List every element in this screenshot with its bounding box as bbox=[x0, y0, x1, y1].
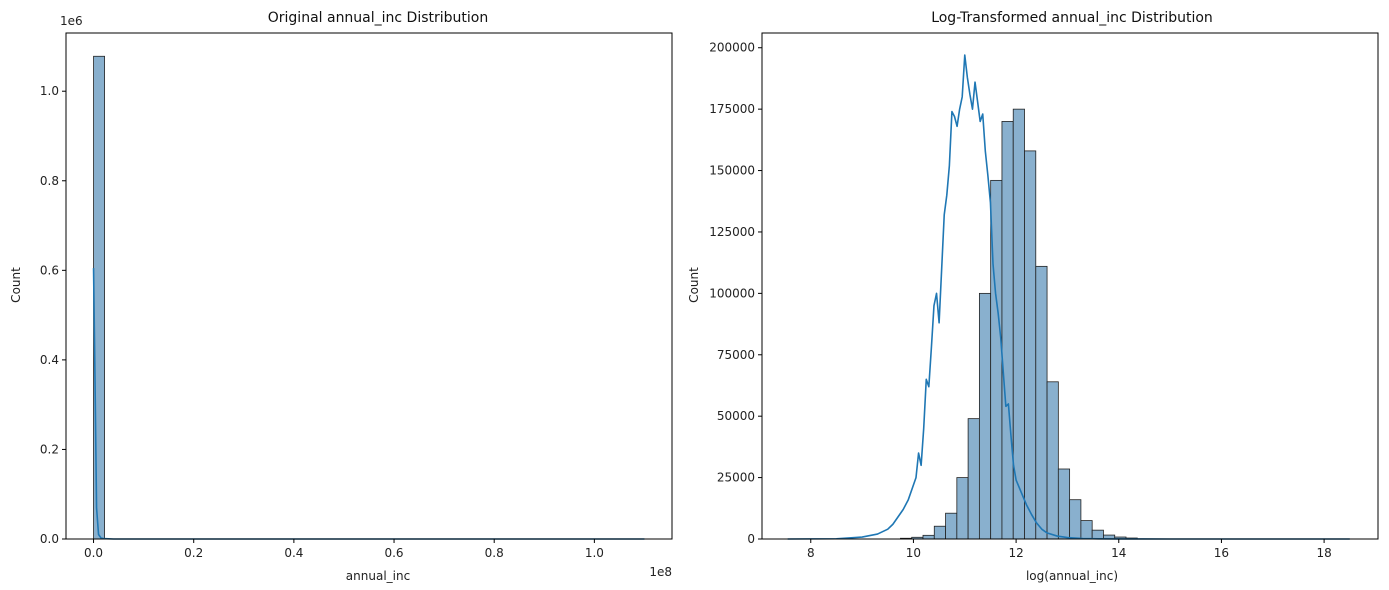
right-x-tick-label: 10 bbox=[906, 546, 921, 560]
left-y-tick-label: 0.2 bbox=[40, 442, 59, 456]
right-y-tick-label: 125000 bbox=[709, 225, 755, 239]
right-chart-title: Log-Transformed annual_inc Distribution bbox=[931, 10, 1213, 26]
left-y-offset-label: 1e6 bbox=[60, 14, 83, 28]
right-y-tick-label: 0 bbox=[747, 532, 755, 546]
left-plot-frame bbox=[65, 32, 673, 540]
right-kde-line bbox=[787, 54, 1350, 540]
left-x-tick-label: 0.6 bbox=[384, 546, 403, 560]
right-y-tick-label: 50000 bbox=[717, 409, 755, 423]
right-y-tick-label: 150000 bbox=[709, 164, 755, 178]
right-y-tick-label: 200000 bbox=[709, 41, 755, 55]
left-y-axis-label: Count bbox=[9, 267, 23, 303]
right-histogram-bar bbox=[933, 525, 946, 540]
right-histogram-bar bbox=[945, 512, 958, 540]
left-x-tick-label: 0.0 bbox=[84, 546, 103, 560]
left-x-axis-label: annual_inc bbox=[346, 569, 410, 583]
right-histogram-bar bbox=[1024, 150, 1037, 540]
left-y-tick-label: 0.8 bbox=[40, 174, 59, 188]
right-y-tick-label: 100000 bbox=[709, 286, 755, 300]
right-y-tick-label: 75000 bbox=[717, 348, 755, 362]
left-x-tick-label: 0.2 bbox=[184, 546, 203, 560]
right-histogram-bar bbox=[1091, 529, 1104, 540]
right-x-axis-label: log(annual_inc) bbox=[1026, 569, 1118, 583]
right-histogram-bar bbox=[1057, 468, 1071, 540]
left-x-tick-label: 0.4 bbox=[284, 546, 303, 560]
right-y-tick-label: 175000 bbox=[709, 102, 755, 116]
right-histogram-bar bbox=[1069, 499, 1082, 540]
right-chart-panel: Log-Transformed annual_inc Distribution … bbox=[687, 10, 1379, 583]
left-x-offset-label: 1e8 bbox=[649, 565, 672, 579]
right-histogram-bar bbox=[978, 292, 992, 540]
right-histogram-bar bbox=[1035, 265, 1048, 540]
left-chart-title: Original annual_inc Distribution bbox=[268, 10, 489, 26]
left-y-tick-label: 0.4 bbox=[40, 353, 59, 367]
left-y-tick-label: 1.0 bbox=[40, 84, 59, 98]
right-x-tick-label: 8 bbox=[807, 546, 815, 560]
right-histogram-bar bbox=[1001, 121, 1014, 540]
right-y-tick-label: 25000 bbox=[717, 471, 755, 485]
left-x-tick-label: 1.0 bbox=[585, 546, 604, 560]
right-y-axis-label: Count bbox=[687, 267, 701, 303]
left-x-tick-label: 0.8 bbox=[485, 546, 504, 560]
left-chart-panel: Original annual_inc Distribution 1e6 1e8… bbox=[9, 10, 673, 583]
left-kde-line bbox=[92, 268, 645, 540]
left-y-tick-label: 0.0 bbox=[40, 532, 59, 546]
left-y-tick-label: 0.6 bbox=[40, 263, 59, 277]
right-x-tick-label: 18 bbox=[1316, 546, 1331, 560]
right-x-tick-label: 16 bbox=[1214, 546, 1229, 560]
right-histogram-bar bbox=[1080, 520, 1093, 540]
right-histogram-bar bbox=[967, 418, 980, 540]
right-plot-frame bbox=[761, 32, 1379, 540]
right-histogram-bar bbox=[1046, 381, 1059, 540]
right-x-tick-label: 14 bbox=[1111, 546, 1126, 560]
left-histogram-bar bbox=[93, 55, 105, 540]
right-histogram-bar bbox=[922, 534, 935, 540]
right-x-tick-label: 12 bbox=[1008, 546, 1023, 560]
right-histogram-bar bbox=[956, 477, 969, 540]
